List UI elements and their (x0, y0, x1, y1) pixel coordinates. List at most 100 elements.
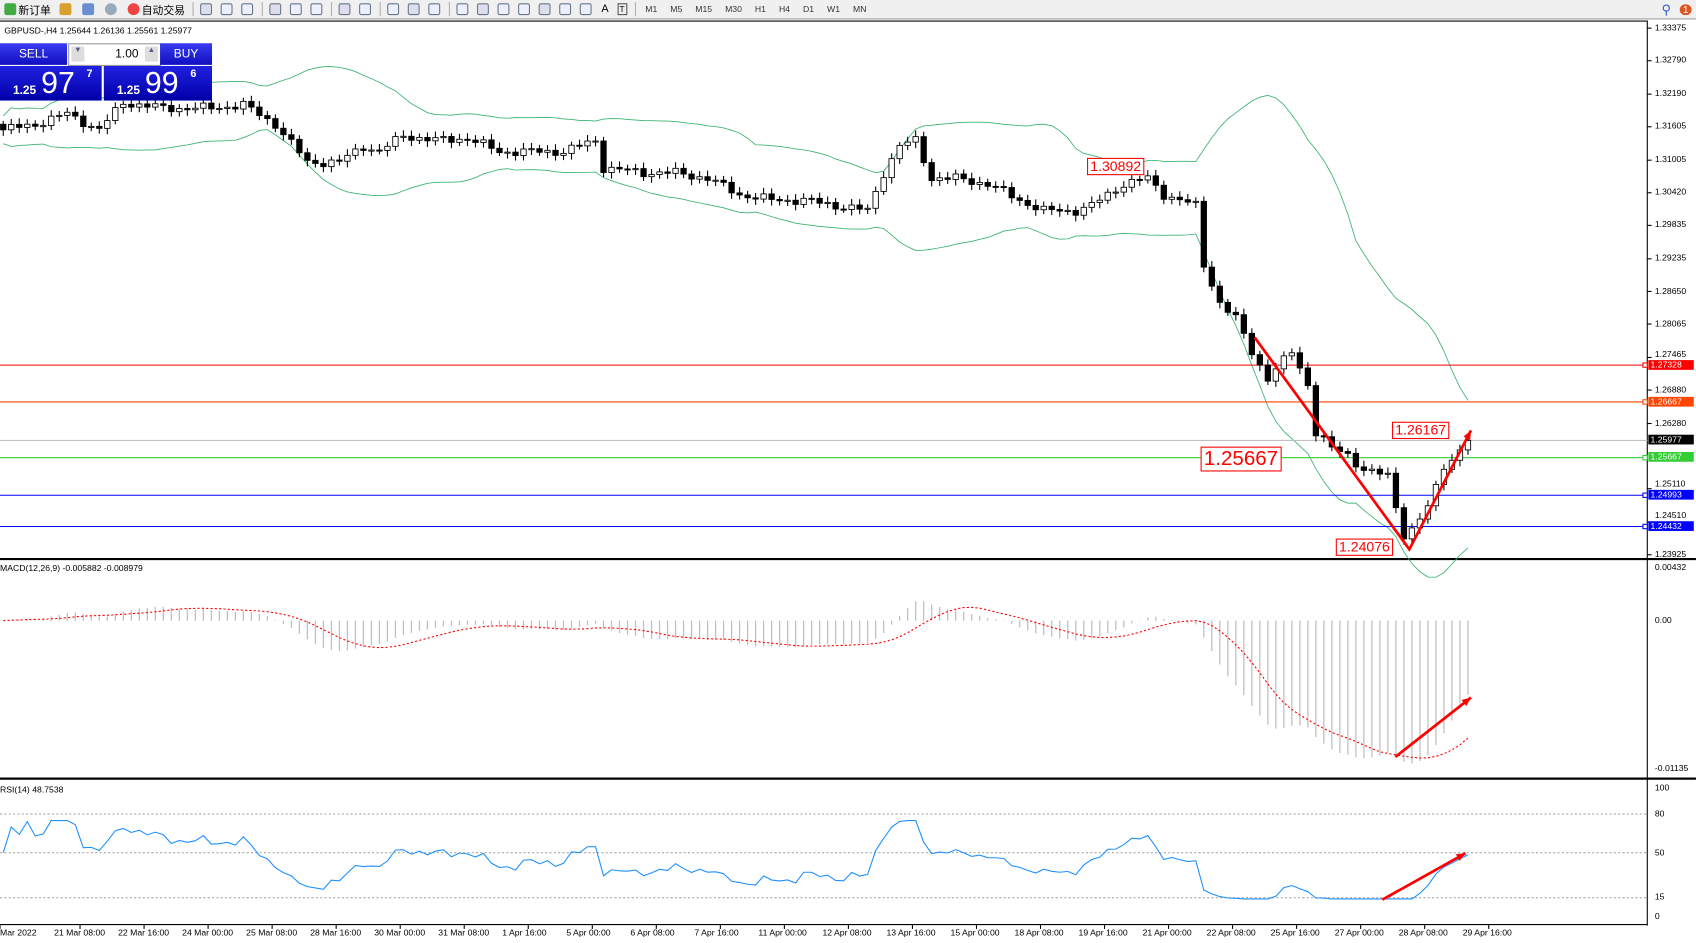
trendline-button[interactable] (535, 1, 556, 17)
fibonacci-button[interactable] (556, 1, 577, 17)
timeframe-h1[interactable]: H1 (754, 4, 766, 15)
timeframe-m15[interactable]: M15 (695, 4, 713, 15)
zoom-in-button[interactable] (266, 1, 287, 17)
bollinger-upper-band (2, 66, 1469, 401)
bear-candle (1224, 301, 1231, 313)
bull-candle (344, 154, 351, 162)
bull-candle (64, 111, 71, 116)
time-axis-label: 31 Mar 08:00 (438, 927, 490, 938)
chart-shift-icon (359, 3, 371, 16)
market-watch-button[interactable] (55, 1, 78, 17)
indicators-button[interactable] (384, 1, 405, 17)
buy-button[interactable]: BUY (160, 43, 212, 65)
bull-candle (384, 145, 391, 151)
bull-candle (712, 179, 719, 182)
navigator-button[interactable] (78, 1, 101, 17)
rsi-axis-label: 100 (1654, 782, 1670, 793)
annotation-high[interactable]: 1.30892 (1087, 157, 1145, 176)
annotation-low[interactable]: 1.24076 (1335, 538, 1394, 556)
horizontal-line-icon (518, 3, 530, 16)
bull-candle (648, 174, 655, 178)
bull-candle (8, 123, 15, 131)
autotrading-button[interactable]: 自动交易 (123, 1, 189, 17)
volume-down-button[interactable]: ▼ (71, 46, 85, 62)
text-tool-button[interactable]: A (601, 3, 609, 16)
bear-candle (968, 178, 975, 185)
volume-input[interactable]: 1.00 (115, 47, 139, 61)
new-order-button[interactable]: 新订单 (0, 1, 55, 17)
signals-button[interactable] (101, 1, 124, 17)
crosshair-button[interactable] (474, 1, 495, 17)
cursor-button[interactable] (453, 1, 474, 17)
bull-candle (528, 148, 535, 151)
bear-candle (1248, 332, 1255, 356)
bear-candle (808, 197, 815, 200)
fibo-fan-icon (579, 3, 592, 16)
bear-candle (232, 106, 239, 110)
notifications-button[interactable]: 1 (1675, 1, 1696, 17)
bear-candle (376, 149, 383, 152)
bull-candle (1128, 178, 1135, 188)
timeframe-h4[interactable]: H4 (778, 4, 791, 15)
time-axis-label: 22 Apr 08:00 (1206, 927, 1256, 938)
bear-candle (1344, 451, 1352, 454)
vertical-line-button[interactable] (494, 1, 515, 17)
bull-candle (112, 107, 119, 121)
bear-candle (208, 102, 215, 110)
volume-stepper[interactable]: ▼ 1.00 ▲ (68, 43, 162, 66)
annotation-rebound[interactable]: 1.26167 (1392, 421, 1450, 440)
bull-candle (1080, 206, 1087, 216)
bull-candle (584, 140, 591, 147)
zoom-out-button[interactable] (287, 1, 308, 17)
bull-candle (392, 136, 399, 147)
candlestick-button[interactable] (217, 1, 238, 17)
volume-up-button[interactable]: ▲ (144, 46, 158, 62)
timeframe-d1[interactable]: D1 (802, 4, 815, 15)
chart-shift-button[interactable] (356, 1, 377, 17)
label-tool-button[interactable]: T (613, 1, 631, 17)
bear-candle (1056, 209, 1063, 212)
autoscroll-icon (338, 3, 351, 16)
annotation-level[interactable]: 1.25667 (1200, 446, 1282, 472)
bull-candle (400, 135, 407, 138)
bear-candle (1296, 352, 1304, 369)
bear-candle (424, 136, 431, 142)
sell-button[interactable]: SELL (0, 43, 68, 65)
bull-candle (904, 141, 911, 146)
bear-candle (168, 105, 175, 113)
timeframe-w1[interactable]: W1 (827, 4, 841, 15)
time-axis-label: 21 Apr 00:00 (1142, 927, 1192, 938)
bull-candle (1280, 355, 1287, 370)
timeframe-mn[interactable]: MN (852, 4, 867, 15)
bull-candle (560, 152, 567, 156)
fibo-fan-button[interactable] (576, 1, 597, 17)
bear-candle (144, 103, 151, 108)
horizontal-line-button[interactable] (515, 1, 536, 17)
bar-chart-button[interactable] (197, 1, 218, 17)
periods-button[interactable] (405, 1, 426, 17)
timeframe-m1[interactable]: M1 (645, 4, 658, 15)
bid-price-tile[interactable]: 1.25 97 7 (0, 65, 102, 101)
line-chart-button[interactable] (238, 1, 259, 17)
bull-candle (864, 207, 871, 210)
bull-candle (1112, 191, 1119, 194)
timeframe-m5[interactable]: M5 (670, 4, 683, 15)
autoscroll-button[interactable] (335, 1, 356, 17)
bull-candle (1088, 202, 1095, 208)
price-axis-label: 1.32790 (1654, 55, 1687, 66)
rsi-axis-label: 15 (1654, 892, 1665, 903)
bull-candle (456, 138, 463, 143)
price-tag: 1.27328 (1648, 359, 1694, 370)
tile-windows-button[interactable] (307, 1, 328, 17)
bull-candle (240, 100, 247, 110)
price-axis-label: 1.31605 (1654, 121, 1687, 132)
search-button[interactable]: ⚲ (1657, 1, 1675, 17)
timeframe-m30[interactable]: M30 (725, 4, 742, 15)
bear-candle (640, 168, 647, 178)
price-axis-label: 1.30420 (1654, 187, 1687, 198)
ask-price-tile[interactable]: 1.25 99 6 (103, 65, 212, 101)
templates-button[interactable] (425, 1, 446, 17)
bear-candle (944, 177, 951, 180)
